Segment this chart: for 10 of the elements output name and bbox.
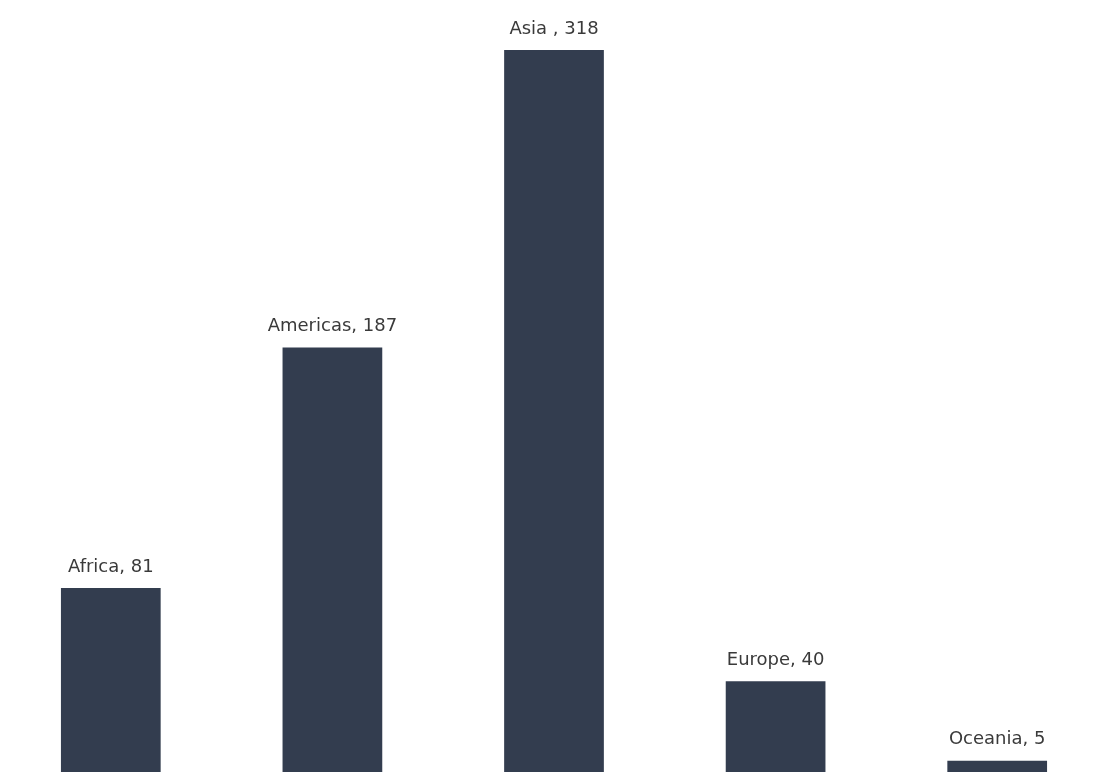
data-label: Oceania, 5 [948,727,1046,749]
data-label: Europe, 40 [726,647,825,669]
data-label: Americas, 187 [267,313,398,335]
bar [60,588,161,772]
data-label: Africa, 81 [67,554,154,576]
data-label: Asia , 318 [509,16,599,38]
bar [725,681,826,772]
bar [504,50,604,772]
bar [947,760,1048,772]
bar [282,347,383,772]
